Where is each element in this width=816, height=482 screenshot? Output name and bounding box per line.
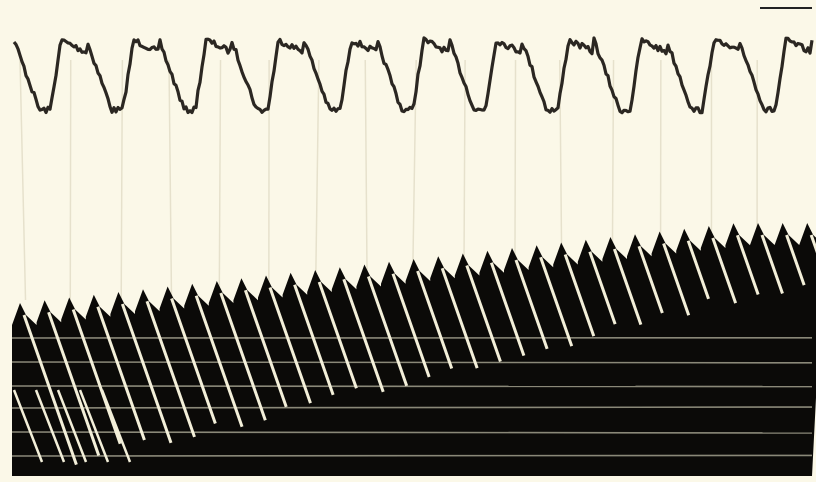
page: (() => { const svg = document.getElement…: [0, 0, 816, 482]
grid-stripe: [12, 455, 812, 456]
recording-photo: [0, 0, 816, 482]
grid-stripe: [12, 362, 812, 363]
grid-stripe: [12, 432, 812, 433]
grid-stripe: [12, 386, 812, 387]
